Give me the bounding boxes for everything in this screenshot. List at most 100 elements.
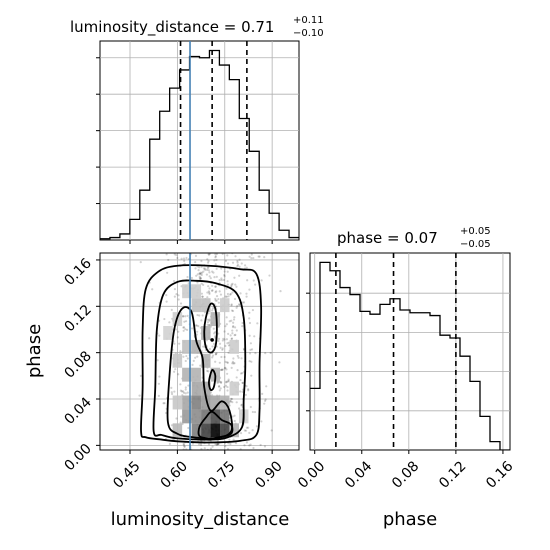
scatter-point (261, 392, 264, 396)
scatter-point (232, 357, 235, 360)
scatter-point (205, 273, 209, 276)
scatter-point (247, 426, 250, 429)
scatter-point (214, 331, 217, 334)
x-tick-label-luminosity-distance: 0.60 (158, 458, 191, 491)
scatter-point (260, 279, 263, 282)
scatter-point (217, 301, 220, 304)
scatter-point (201, 295, 204, 298)
scatter-point (184, 392, 187, 395)
density-cell (182, 284, 192, 299)
scatter-point (259, 443, 262, 447)
scatter-point (207, 312, 210, 315)
scatter-point (221, 348, 224, 351)
histogram-step-phase (310, 261, 510, 450)
scatter-point (233, 316, 236, 319)
scatter-point (220, 380, 223, 384)
scatter-point (173, 370, 176, 373)
scatter-point (231, 282, 234, 285)
scatter-point (220, 277, 223, 280)
scatter-point (244, 429, 248, 432)
scatter-point (244, 264, 247, 267)
scatter-point (206, 261, 210, 264)
scatter-point (184, 320, 188, 323)
scatter-point (138, 394, 141, 397)
scatter-point (251, 308, 255, 312)
scatter-point (239, 372, 243, 375)
scatter-point (195, 324, 198, 327)
scatter-point (223, 267, 226, 270)
scatter-point (214, 352, 217, 356)
scatter-point (196, 355, 199, 358)
scatter-point (224, 325, 227, 328)
density-cell (191, 298, 202, 313)
scatter-point (183, 320, 186, 323)
hist-phase-grid (310, 253, 510, 450)
scatter-point (182, 257, 186, 260)
scatter-point (195, 333, 198, 336)
scatter-point (240, 262, 243, 265)
hist-luminosity-distance-grid (100, 41, 299, 240)
scatter-point (162, 402, 165, 405)
scatter-point (217, 297, 220, 301)
scatter-point (264, 398, 267, 401)
scatter-point (209, 277, 212, 280)
scatter-point (241, 371, 244, 375)
scatter-point (211, 354, 215, 357)
scatter-point (238, 303, 241, 306)
scatter-point (168, 442, 171, 445)
scatter-point (206, 268, 209, 272)
scatter-point (238, 265, 241, 268)
scatter-point (232, 321, 235, 324)
scatter-point (206, 267, 209, 270)
scatter-point (214, 335, 217, 338)
density-cell (182, 395, 192, 410)
scatter-point (226, 262, 230, 265)
scatter-point (237, 356, 240, 359)
scatter-point (175, 253, 178, 257)
density-cell (201, 326, 211, 340)
scatter-point (183, 445, 186, 448)
scatter-point (224, 259, 228, 262)
scatter-point (185, 256, 188, 260)
density-cell (182, 367, 192, 382)
scatter-point (240, 357, 243, 360)
density-cell (191, 423, 202, 438)
scatter-point (197, 325, 200, 328)
scatter-point (165, 294, 168, 297)
scatter-point (196, 273, 199, 276)
scatter-point (235, 376, 238, 379)
scatter-point (234, 283, 237, 286)
scatter-point (184, 315, 187, 318)
scatter-point (202, 267, 206, 270)
scatter-point (211, 356, 214, 359)
x-tick-label-luminosity-distance: 0.45 (110, 458, 143, 491)
scatter-point (179, 389, 182, 392)
scatter-point (228, 320, 231, 323)
scatter-point (173, 253, 176, 256)
scatter-point (214, 442, 217, 446)
scatter-point (201, 271, 204, 274)
scatter-point (231, 261, 235, 264)
scatter-point (163, 402, 166, 405)
scatter-point (223, 355, 226, 359)
scatter-point (223, 338, 226, 341)
scatter-point (190, 327, 194, 330)
scatter-point (182, 442, 185, 446)
scatter-point (211, 270, 214, 273)
scatter-point (214, 291, 217, 294)
scatter-point (227, 378, 230, 381)
scatter-point (182, 391, 186, 394)
scatter-point (245, 266, 248, 269)
scatter-point (230, 319, 233, 322)
scatter-point (209, 447, 213, 450)
scatter-point (194, 324, 197, 327)
scatter-point (139, 261, 142, 264)
scatter-point (241, 301, 244, 304)
scatter-point (184, 388, 187, 391)
scatter-point (218, 325, 221, 328)
scatter-point (179, 383, 182, 386)
scatter-point (247, 388, 250, 391)
scatter-point (202, 270, 205, 273)
hist-luminosity-distance-frame (99, 40, 300, 241)
scatter-point (198, 266, 201, 269)
